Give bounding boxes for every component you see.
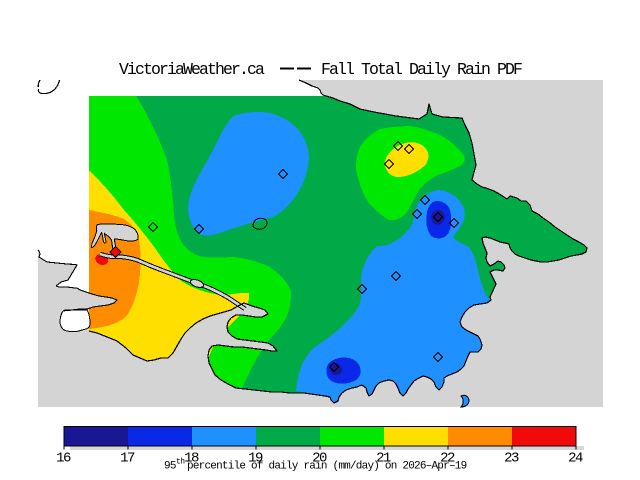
svg-text:19: 19 (248, 451, 263, 467)
svg-text:23: 23 (504, 451, 519, 467)
svg-text:18: 18 (184, 451, 199, 467)
svg-text:percentile of daily rain (mm/d: percentile of daily rain (mm/day) on 202… (187, 461, 467, 473)
svg-text:17: 17 (120, 451, 135, 467)
svg-text:24: 24 (568, 451, 583, 467)
svg-text:VictoriaWeather.ca: VictoriaWeather.ca (119, 60, 265, 79)
svg-text:Fall Total Daily Rain PDF: Fall Total Daily Rain PDF (321, 60, 522, 79)
svg-text:16: 16 (56, 451, 71, 467)
svg-text:th: th (176, 458, 185, 467)
svg-text:20: 20 (312, 451, 327, 467)
svg-text:21: 21 (376, 451, 391, 467)
svg-text:95: 95 (164, 461, 176, 473)
svg-text:22: 22 (440, 451, 455, 467)
